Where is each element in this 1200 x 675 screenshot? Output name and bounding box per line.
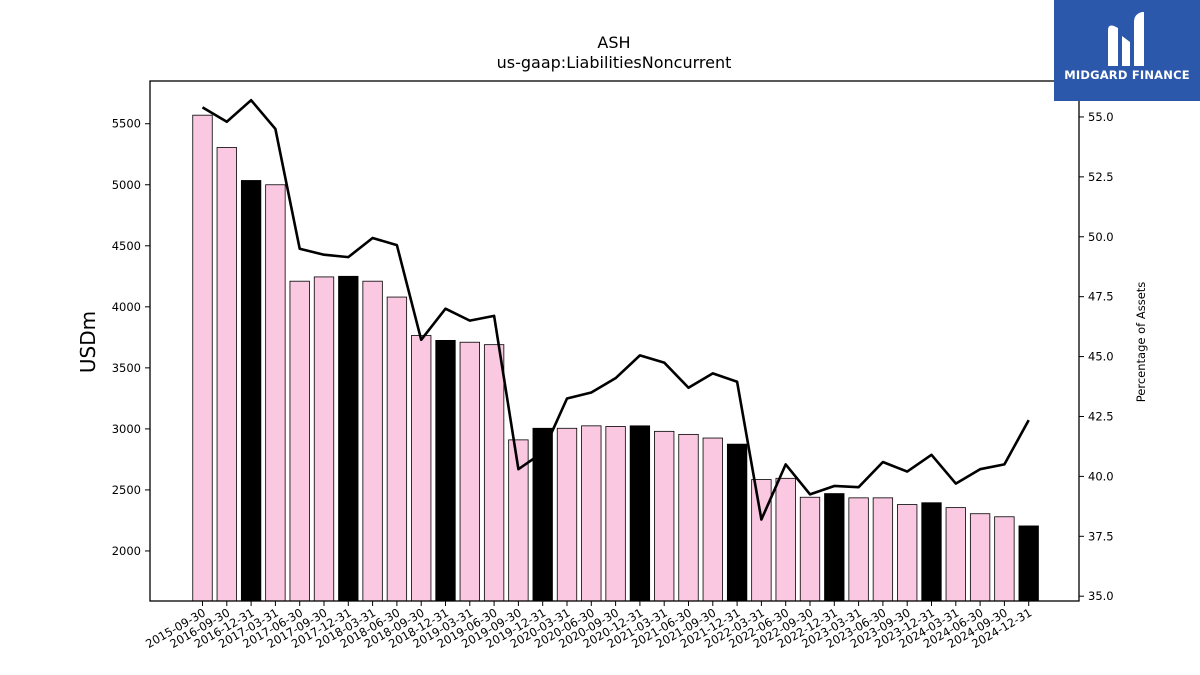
bar-2024-03-31 bbox=[945, 507, 966, 602]
bar-2018-09-30 bbox=[411, 335, 432, 602]
percentage-line bbox=[201, 98, 1030, 521]
y-tick-label: 3000 bbox=[112, 422, 141, 436]
y-right-tick-label: 35.0 bbox=[1088, 589, 1114, 603]
brand-name: MIDGARD FINANCE bbox=[1064, 68, 1190, 82]
bar-2024-06-30 bbox=[969, 513, 991, 602]
bar-2017-03-31 bbox=[265, 184, 286, 602]
y-right-tick-label: 45.0 bbox=[1088, 350, 1114, 364]
bar-series bbox=[192, 114, 1039, 602]
bar-2017-12-31 bbox=[338, 275, 359, 602]
bar-2019-03-31 bbox=[459, 341, 480, 602]
bar-2019-12-31 bbox=[532, 427, 553, 602]
y-right-tick-label: 47.5 bbox=[1088, 290, 1114, 304]
midgard-m-icon bbox=[1108, 12, 1144, 66]
bar-2022-09-30 bbox=[799, 496, 821, 602]
bar-2022-03-31 bbox=[751, 479, 772, 602]
bar-2020-09-30 bbox=[605, 426, 626, 602]
y-right-tick-label: 52.5 bbox=[1088, 170, 1114, 184]
y-tick-label: 4000 bbox=[112, 300, 141, 314]
y-right-tick-label: 50.0 bbox=[1088, 230, 1114, 244]
bar-2016-09-30 bbox=[216, 147, 237, 602]
y-right-tick-label: 40.0 bbox=[1088, 469, 1114, 483]
bar-2018-03-31 bbox=[362, 280, 383, 602]
y-axis-right-label: Percentage of Assets bbox=[1134, 282, 1148, 403]
y-right-tick-label: 42.5 bbox=[1088, 409, 1114, 423]
bar-2022-06-30 bbox=[775, 477, 796, 602]
bar-2018-06-30 bbox=[386, 296, 408, 602]
chart-title: ASH bbox=[597, 33, 630, 52]
bar-2023-06-30 bbox=[872, 497, 894, 602]
bar-2021-09-30 bbox=[702, 437, 723, 602]
left-axis: 2000 2500 3000 3500 4000 4500 5000 5500 bbox=[112, 117, 150, 558]
bar-2019-06-30 bbox=[483, 344, 505, 602]
bar-2023-03-31 bbox=[848, 497, 869, 602]
y-tick-label: 5500 bbox=[112, 117, 141, 131]
bar-2021-03-31 bbox=[654, 430, 675, 602]
y-axis-label: USDm bbox=[76, 311, 100, 373]
chart-subtitle: us-gaap:LiabilitiesNoncurrent bbox=[497, 53, 732, 72]
brand-logo: MIDGARD FINANCE bbox=[1054, 0, 1200, 101]
y-tick-label: 3500 bbox=[112, 361, 141, 375]
bar-2015-09-30 bbox=[192, 114, 213, 602]
bar-2023-09-30 bbox=[897, 504, 918, 602]
bar-2021-12-31 bbox=[726, 443, 748, 602]
right-axis: 35.0 37.5 40.0 42.5 45.0 47.5 50.0 52.5 55.0 bbox=[1079, 110, 1114, 603]
x-axis: 2015-09-302016-09-302016-12-312017-03-31… bbox=[143, 601, 1034, 651]
plot-frame bbox=[149, 80, 1080, 602]
bar-2024-09-30 bbox=[994, 516, 1015, 602]
bar-2018-12-31 bbox=[435, 339, 456, 602]
bar-2022-12-31 bbox=[824, 493, 845, 602]
y-right-tick-label: 55.0 bbox=[1088, 110, 1114, 124]
bar-2020-06-30 bbox=[581, 425, 602, 602]
bar-2017-06-30 bbox=[289, 280, 310, 602]
bar-2016-12-31 bbox=[240, 180, 262, 602]
bar-2017-09-30 bbox=[313, 276, 335, 602]
y-right-tick-label: 37.5 bbox=[1088, 529, 1114, 543]
y-tick-label: 2000 bbox=[112, 544, 141, 558]
y-tick-label: 2500 bbox=[112, 483, 141, 497]
bar-2024-12-31 bbox=[1018, 525, 1039, 602]
y-tick-label: 4500 bbox=[112, 239, 141, 253]
bar-2020-03-31 bbox=[556, 427, 578, 602]
bar-2021-06-30 bbox=[678, 433, 699, 602]
y-tick-label: 5000 bbox=[112, 178, 141, 192]
bar-2020-12-31 bbox=[629, 425, 651, 602]
bar-2023-12-31 bbox=[921, 502, 942, 602]
